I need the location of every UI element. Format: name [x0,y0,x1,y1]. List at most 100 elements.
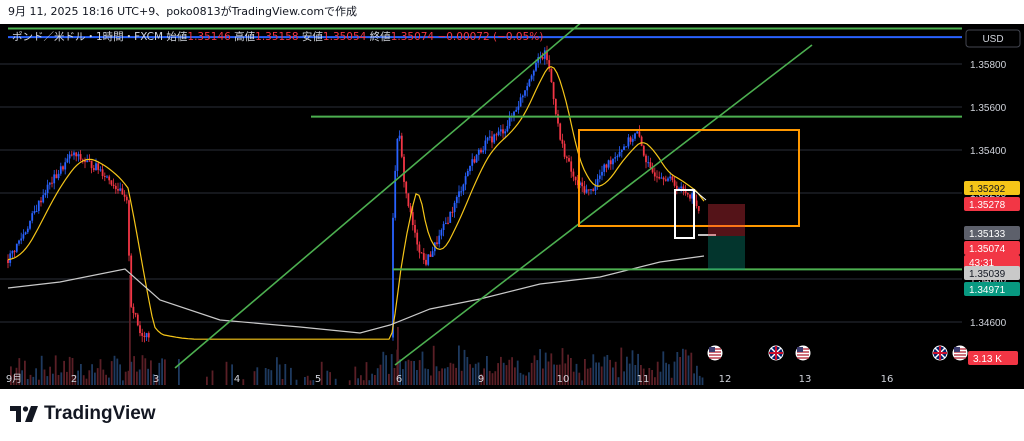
candle[interactable] [645,153,647,169]
candle[interactable] [642,144,645,157]
candle[interactable] [64,157,67,175]
candle[interactable] [40,197,42,207]
candle[interactable] [460,186,463,197]
candle[interactable] [20,232,23,245]
candle[interactable] [546,45,548,64]
candle[interactable] [451,206,454,217]
candle[interactable] [493,133,496,145]
candle[interactable] [431,246,434,257]
candle[interactable] [13,250,16,257]
candle[interactable] [99,166,102,172]
candle[interactable] [57,170,60,181]
candle[interactable] [671,174,674,183]
candle[interactable] [22,229,25,241]
candle[interactable] [572,168,575,182]
candle[interactable] [403,154,405,188]
candle[interactable] [42,189,45,204]
candle[interactable] [444,217,447,225]
candle[interactable] [638,125,641,138]
candle[interactable] [75,151,78,162]
candle[interactable] [24,231,27,236]
uk-flag-icon[interactable] [768,345,784,361]
candle[interactable] [631,134,634,146]
candle[interactable] [7,254,9,269]
tradingview-logo[interactable]: TradingView [10,403,156,425]
candle[interactable] [48,182,51,190]
candle[interactable] [563,140,566,160]
candle[interactable] [405,180,408,199]
candle[interactable] [620,149,623,158]
candle[interactable] [44,189,47,198]
candle[interactable] [627,134,630,149]
candle[interactable] [636,131,639,134]
candle[interactable] [59,162,62,176]
candle[interactable] [592,187,595,192]
candle[interactable] [11,250,14,259]
candle[interactable] [499,125,502,137]
candle[interactable] [508,111,511,129]
candle[interactable] [438,229,441,248]
candle[interactable] [497,127,500,137]
candle[interactable] [541,52,544,61]
candle[interactable] [462,183,465,195]
candle[interactable] [528,78,531,88]
candle[interactable] [521,94,524,103]
candle[interactable] [480,147,482,154]
us-flag-icon[interactable] [707,345,723,361]
candle[interactable] [689,194,691,202]
candle[interactable] [442,221,445,237]
candle[interactable] [605,163,608,173]
candle[interactable] [88,154,91,162]
candle[interactable] [568,155,570,163]
candle[interactable] [515,106,518,112]
candle[interactable] [37,200,40,214]
candle[interactable] [420,252,423,254]
candle[interactable] [398,130,401,142]
range-box[interactable] [578,129,800,227]
candle[interactable] [51,176,53,188]
candle[interactable] [625,146,628,148]
candle[interactable] [609,156,612,170]
candle[interactable] [629,135,632,145]
candle[interactable] [673,177,676,188]
candle[interactable] [550,68,553,83]
candle[interactable] [653,167,656,181]
candle[interactable] [466,168,469,177]
candle[interactable] [695,194,698,209]
candle[interactable] [77,151,80,162]
candle[interactable] [530,74,533,82]
candle[interactable] [55,169,58,179]
candle[interactable] [519,93,522,107]
candle[interactable] [662,176,665,186]
candle[interactable] [18,239,20,246]
candle[interactable] [658,171,661,180]
candle[interactable] [427,254,430,267]
candle[interactable] [132,303,135,319]
candle[interactable] [603,163,606,177]
candle[interactable] [587,189,590,196]
candle[interactable] [471,153,474,171]
take-profit-zone[interactable] [708,236,745,270]
candle[interactable] [612,158,614,170]
candle[interactable] [583,181,586,195]
candle[interactable] [422,248,425,264]
candle[interactable] [484,135,487,154]
candle[interactable] [486,136,489,144]
channel-upper-line[interactable] [174,24,590,369]
candle[interactable] [664,175,667,182]
candle[interactable] [469,165,471,175]
candle[interactable] [139,321,141,337]
candle[interactable] [103,172,106,182]
candle[interactable] [411,206,414,231]
candle[interactable] [400,132,403,159]
candle[interactable] [429,251,432,257]
candle[interactable] [392,213,394,341]
candle[interactable] [84,157,86,169]
candle[interactable] [29,220,31,231]
candle[interactable] [570,156,573,178]
stop-loss-zone[interactable] [708,204,745,236]
candle[interactable] [647,155,650,168]
candle[interactable] [97,161,100,174]
candle[interactable] [447,216,449,225]
candle[interactable] [548,55,551,72]
